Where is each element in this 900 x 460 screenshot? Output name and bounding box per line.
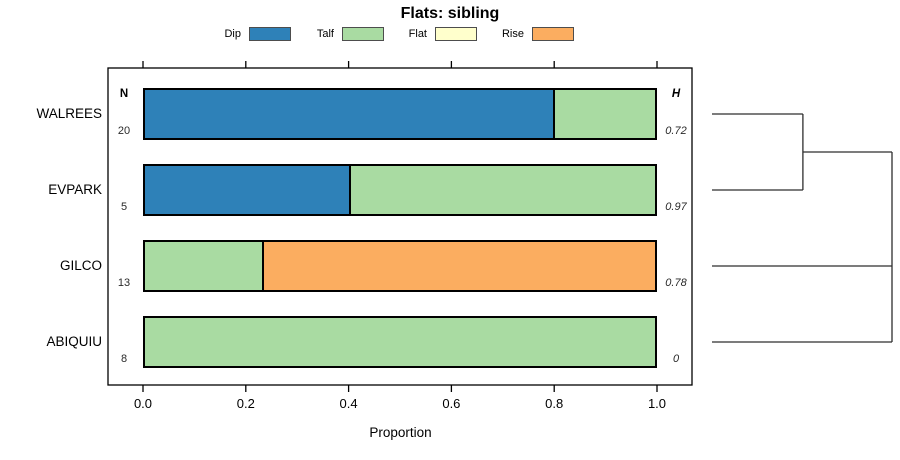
x-axis-tick-label: 0.6 xyxy=(442,396,461,411)
plot-box xyxy=(107,67,693,386)
legend-label-talf: Talf xyxy=(316,28,334,40)
x-axis-tick-label: 1.0 xyxy=(647,396,667,411)
bar-segment-rise xyxy=(262,242,655,290)
x-axis-tick-label: 0.4 xyxy=(339,396,358,411)
x-axis-tick-label: 0.0 xyxy=(133,396,153,411)
chart-title: Flats: sibling xyxy=(400,5,500,22)
y-axis-category-label: WALREES xyxy=(36,106,102,121)
bar-segment-talf xyxy=(145,242,263,290)
stacked-bar-evpark xyxy=(143,164,657,216)
y-axis-category-label: ABIQUIU xyxy=(46,334,102,349)
legend-label-rise: Rise xyxy=(501,28,524,40)
h-value: 0 xyxy=(672,353,680,365)
bar-segment-dip xyxy=(145,90,553,138)
h-value: 0.97 xyxy=(665,201,687,213)
bar-segment-dip xyxy=(145,166,349,214)
n-value: 20 xyxy=(117,125,131,137)
bar-segment-talf xyxy=(553,90,655,138)
stacked-bar-walrees xyxy=(143,88,657,140)
legend-swatch-dip xyxy=(249,27,291,41)
n-value: 5 xyxy=(120,201,128,213)
stacked-bar-abiquiu xyxy=(143,316,657,368)
x-axis-label: Proportion xyxy=(369,425,432,440)
legend-label-flat: Flat xyxy=(408,28,427,40)
y-axis-category-label: GILCO xyxy=(59,258,102,273)
x-axis-tick-label: 0.2 xyxy=(236,396,255,411)
h-value: 0.78 xyxy=(665,277,687,289)
legend-swatch-rise xyxy=(532,27,574,41)
legend-label-dip: Dip xyxy=(224,28,241,40)
stacked-bar-gilco xyxy=(143,240,657,292)
bar-segment-talf xyxy=(349,166,655,214)
h-value: 0.72 xyxy=(665,125,687,137)
legend-swatch-flat xyxy=(435,27,477,41)
y-axis-category-label: EVPARK xyxy=(48,182,102,197)
n-column-header: N xyxy=(119,88,129,100)
h-column-header: H xyxy=(671,88,681,100)
bar-segment-talf xyxy=(145,318,655,366)
legend-swatch-talf xyxy=(342,27,384,41)
n-value: 8 xyxy=(120,353,128,365)
x-axis-tick-label: 0.8 xyxy=(545,396,564,411)
n-value: 13 xyxy=(117,277,131,289)
